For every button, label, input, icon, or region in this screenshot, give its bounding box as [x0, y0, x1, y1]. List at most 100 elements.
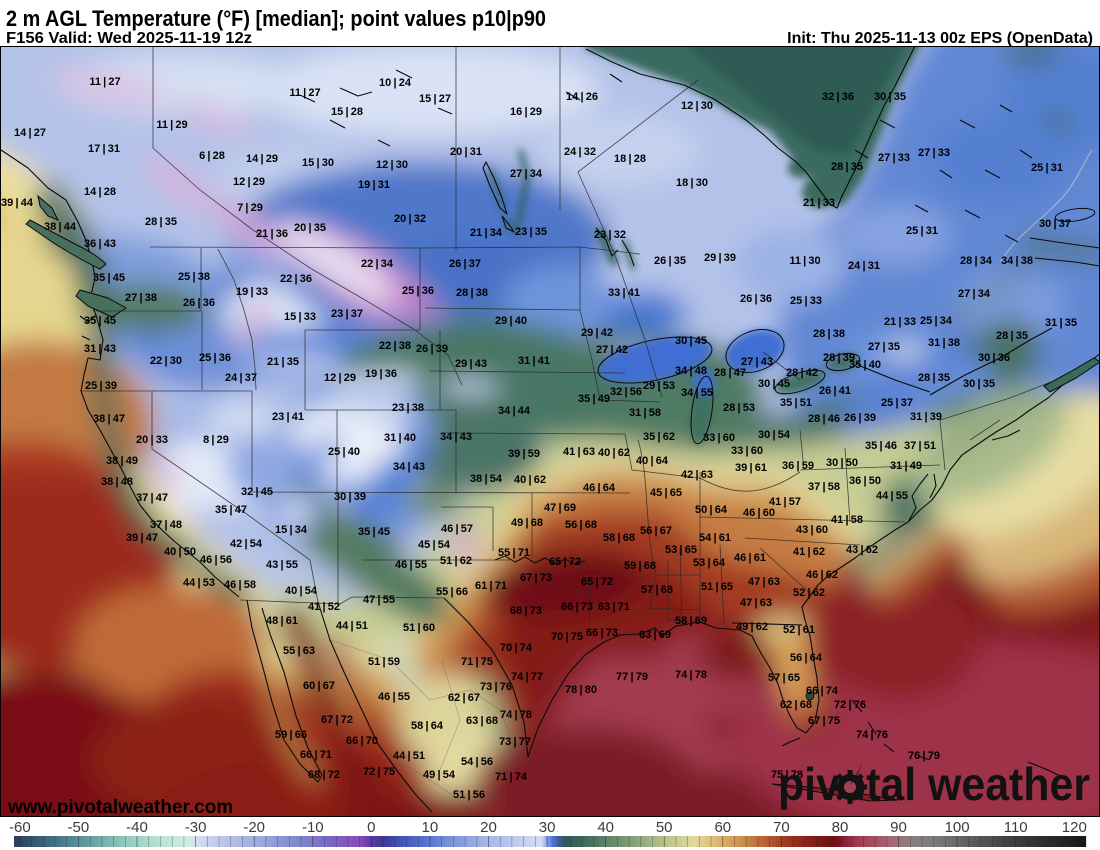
svg-text:11 | 30: 11 | 30 — [789, 255, 820, 267]
svg-text:28 | 35: 28 | 35 — [918, 372, 950, 384]
svg-text:90: 90 — [890, 819, 907, 836]
svg-text:49 | 68: 49 | 68 — [511, 517, 543, 529]
svg-text:45 | 65: 45 | 65 — [650, 487, 682, 499]
svg-text:44 | 53: 44 | 53 — [183, 577, 215, 589]
svg-text:20: 20 — [480, 819, 497, 836]
svg-text:37 | 47: 37 | 47 — [136, 492, 168, 504]
svg-text:43 | 55: 43 | 55 — [266, 559, 298, 571]
svg-text:22 | 36: 22 | 36 — [280, 273, 312, 285]
svg-text:68 | 73: 68 | 73 — [510, 605, 542, 617]
svg-text:38 | 44: 38 | 44 — [44, 221, 77, 233]
svg-text:34 | 43: 34 | 43 — [440, 431, 472, 443]
svg-text:49 | 62: 49 | 62 — [736, 621, 768, 633]
svg-text:50 | 64: 50 | 64 — [695, 504, 728, 516]
svg-text:63 | 69: 63 | 69 — [639, 629, 671, 641]
svg-text:39 | 44: 39 | 44 — [1, 197, 34, 209]
svg-text:32 | 36: 32 | 36 — [822, 91, 854, 103]
svg-text:22 | 34: 22 | 34 — [361, 258, 394, 270]
svg-text:75 | 78: 75 | 78 — [771, 769, 803, 781]
svg-text:22 | 30: 22 | 30 — [150, 355, 182, 367]
svg-text:33 | 41: 33 | 41 — [608, 287, 640, 299]
svg-text:39 | 59: 39 | 59 — [508, 448, 540, 460]
svg-text:43 | 60: 43 | 60 — [796, 524, 828, 536]
svg-text:51 | 60: 51 | 60 — [403, 622, 435, 634]
svg-text:41 | 63: 41 | 63 — [563, 446, 595, 458]
svg-text:29 | 53: 29 | 53 — [643, 380, 675, 392]
svg-text:25 | 34: 25 | 34 — [920, 315, 953, 327]
svg-text:66 | 74: 66 | 74 — [806, 685, 839, 697]
svg-text:25 | 36: 25 | 36 — [199, 352, 231, 364]
svg-text:15 | 27: 15 | 27 — [419, 93, 451, 105]
svg-text:41 | 58: 41 | 58 — [831, 514, 863, 526]
svg-text:47 | 63: 47 | 63 — [740, 597, 772, 609]
svg-text:28 | 35: 28 | 35 — [831, 161, 863, 173]
svg-text:37 | 51: 37 | 51 — [904, 440, 936, 452]
svg-text:74 | 78: 74 | 78 — [500, 709, 532, 721]
svg-text:7 | 29: 7 | 29 — [237, 202, 263, 214]
svg-text:19 | 33: 19 | 33 — [236, 286, 268, 298]
svg-text:71 | 74: 71 | 74 — [495, 771, 528, 783]
svg-text:32 | 56: 32 | 56 — [610, 386, 642, 398]
svg-text:47 | 63: 47 | 63 — [748, 576, 780, 588]
svg-text:63 | 71: 63 | 71 — [598, 601, 630, 613]
svg-text:66 | 71: 66 | 71 — [300, 749, 332, 761]
svg-text:31 | 35: 31 | 35 — [1045, 317, 1077, 329]
svg-text:31 | 49: 31 | 49 — [890, 460, 922, 472]
svg-text:34 | 55: 34 | 55 — [681, 387, 713, 399]
svg-text:74 | 76: 74 | 76 — [856, 729, 888, 741]
svg-text:78 | 80: 78 | 80 — [565, 684, 597, 696]
svg-text:28 | 47: 28 | 47 — [714, 367, 746, 379]
svg-text:31 | 38: 31 | 38 — [928, 337, 960, 349]
svg-text:34 | 43: 34 | 43 — [393, 461, 425, 473]
svg-text:28 | 42: 28 | 42 — [786, 367, 818, 379]
svg-text:41 | 57: 41 | 57 — [769, 496, 801, 508]
svg-text:40 | 62: 40 | 62 — [514, 474, 546, 486]
svg-text:22 | 38: 22 | 38 — [379, 340, 411, 352]
svg-text:29 | 39: 29 | 39 — [704, 252, 736, 264]
svg-text:28 | 53: 28 | 53 — [723, 402, 755, 414]
svg-text:70 | 74: 70 | 74 — [500, 642, 533, 654]
svg-text:21 | 33: 21 | 33 — [803, 197, 835, 209]
svg-text:66 | 70: 66 | 70 — [346, 735, 378, 747]
svg-text:58 | 68: 58 | 68 — [603, 532, 635, 544]
svg-text:68 | 72: 68 | 72 — [308, 769, 340, 781]
svg-text:34 | 44: 34 | 44 — [498, 405, 531, 417]
svg-text:49 | 54: 49 | 54 — [423, 769, 456, 781]
svg-text:33 | 60: 33 | 60 — [731, 445, 763, 457]
svg-text:25 | 38: 25 | 38 — [178, 271, 210, 283]
svg-text:25 | 39: 25 | 39 — [85, 380, 117, 392]
svg-text:15 | 28: 15 | 28 — [331, 106, 363, 118]
svg-text:40 | 62: 40 | 62 — [598, 447, 630, 459]
svg-text:37 | 58: 37 | 58 — [808, 481, 840, 493]
svg-text:30 | 35: 30 | 35 — [963, 378, 995, 390]
svg-text:28 | 38: 28 | 38 — [813, 328, 845, 340]
svg-text:72 | 76: 72 | 76 — [834, 699, 866, 711]
svg-text:62 | 68: 62 | 68 — [780, 699, 812, 711]
svg-text:60 | 67: 60 | 67 — [303, 680, 335, 692]
svg-text:19 | 36: 19 | 36 — [365, 368, 397, 380]
svg-text:30 | 50: 30 | 50 — [826, 457, 858, 469]
svg-text:27 | 34: 27 | 34 — [510, 168, 543, 180]
svg-text:35 | 62: 35 | 62 — [643, 431, 675, 443]
svg-text:30 | 39: 30 | 39 — [334, 491, 366, 503]
svg-text:73 | 76: 73 | 76 — [480, 681, 512, 693]
svg-text:37 | 48: 37 | 48 — [150, 519, 182, 531]
svg-text:-40: -40 — [126, 819, 148, 836]
svg-text:27 | 34: 27 | 34 — [958, 288, 991, 300]
svg-text:56 | 67: 56 | 67 — [640, 525, 672, 537]
svg-text:36 | 43: 36 | 43 — [84, 238, 116, 250]
svg-text:35 | 40: 35 | 40 — [849, 359, 881, 371]
svg-text:59 | 66: 59 | 66 — [275, 729, 307, 741]
svg-text:39 | 47: 39 | 47 — [126, 532, 158, 544]
svg-text:Init: Thu 2025-11-13 00z EPS (: Init: Thu 2025-11-13 00z EPS (OpenData) — [787, 30, 1093, 47]
svg-text:25 | 31: 25 | 31 — [906, 225, 938, 237]
svg-text:43 | 62: 43 | 62 — [846, 544, 878, 556]
svg-text:27 | 35: 27 | 35 — [868, 341, 900, 353]
svg-text:58 | 64: 58 | 64 — [411, 720, 444, 732]
svg-text:28 | 35: 28 | 35 — [996, 330, 1028, 342]
svg-text:66 | 73: 66 | 73 — [586, 627, 618, 639]
svg-text:41 | 52: 41 | 52 — [308, 601, 340, 613]
svg-text:55 | 71: 55 | 71 — [498, 547, 530, 559]
svg-text:67 | 75: 67 | 75 — [808, 715, 840, 727]
svg-text:28 | 35: 28 | 35 — [145, 216, 177, 228]
